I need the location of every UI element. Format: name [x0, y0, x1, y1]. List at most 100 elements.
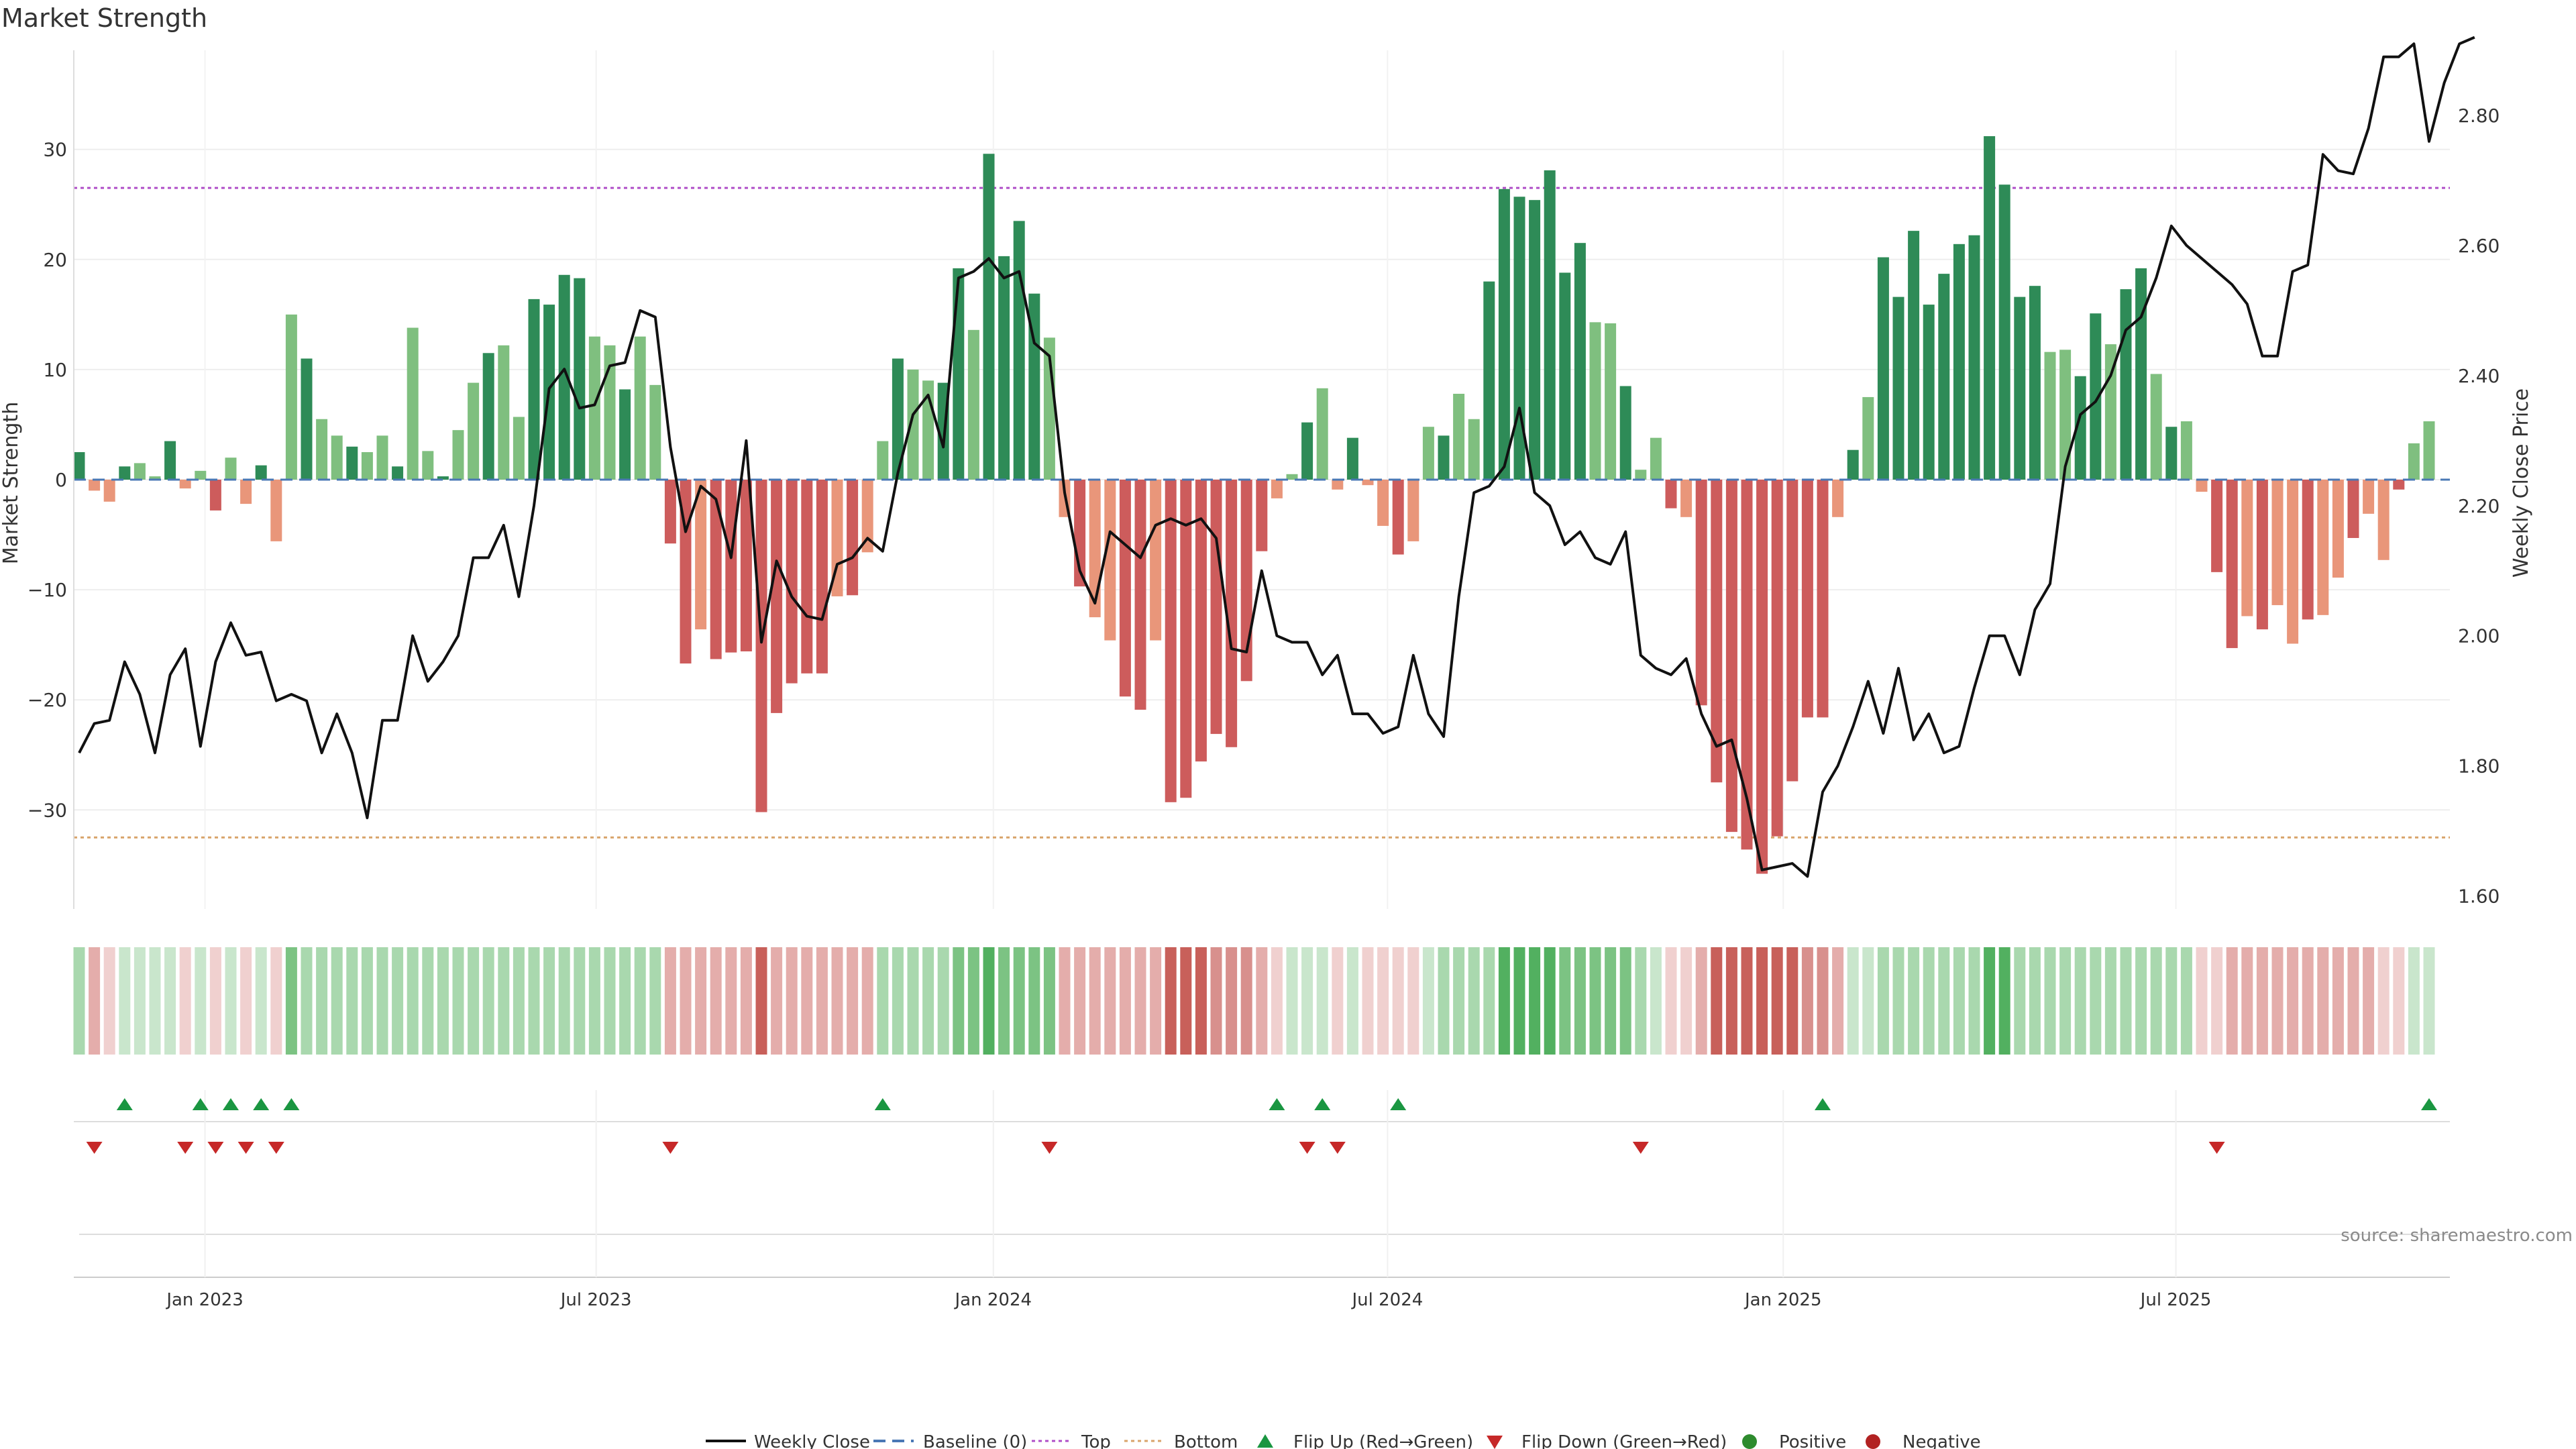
strength-bar	[1605, 323, 1617, 480]
flip-up-marker	[1815, 1098, 1831, 1110]
strength-bar	[1195, 480, 1207, 762]
heat-cell	[2165, 947, 2178, 1055]
heat-cell	[1771, 947, 1783, 1055]
heat-cell	[301, 947, 313, 1055]
heat-cell	[937, 947, 949, 1055]
y2-tick-label: 2.40	[2458, 365, 2500, 387]
heat-cell	[1256, 947, 1268, 1055]
strength-bar	[1362, 480, 1374, 486]
flip-down-marker	[177, 1142, 194, 1154]
chart-title: Market Strength	[1, 3, 207, 33]
heat-cell	[1695, 947, 1707, 1055]
strength-bar	[1680, 480, 1693, 517]
heat-cell	[786, 947, 798, 1055]
strength-bar	[392, 466, 404, 480]
strength-bar	[1862, 396, 1874, 480]
y-tick-label: 30	[43, 139, 67, 161]
heat-cell	[225, 947, 237, 1055]
flip-down-marker	[268, 1142, 284, 1154]
strength-bar	[1028, 293, 1040, 480]
strength-bar	[1180, 480, 1192, 798]
heat-cell	[604, 947, 616, 1055]
strength-bar	[649, 384, 661, 480]
strength-bars	[73, 136, 2435, 874]
y2-tick-label: 2.80	[2458, 105, 2500, 127]
heat-cell	[1998, 947, 2010, 1055]
heat-cell	[1498, 947, 1510, 1055]
strength-bar	[285, 314, 297, 480]
x-axis-ticks: Jan 2023 Jul 2023 Jan 2024 Jul 2024 Jan 2025…	[165, 1290, 2211, 1310]
heat-cell	[2423, 947, 2435, 1055]
strength-bar	[225, 458, 237, 480]
heat-cell	[1407, 947, 1419, 1055]
strength-bar	[2377, 480, 2390, 560]
strength-bar	[740, 480, 752, 651]
strength-bar	[953, 268, 965, 480]
heat-cell	[2044, 947, 2056, 1055]
heat-cell	[1619, 947, 1631, 1055]
y2-tick-label: 1.80	[2458, 755, 2500, 777]
strength-bar	[664, 480, 676, 544]
strength-bar	[1786, 480, 1799, 782]
flip-down-marker	[207, 1142, 224, 1154]
flip-up-marker	[192, 1098, 209, 1110]
strength-bar	[1650, 437, 1662, 480]
strength-bar	[1953, 244, 1965, 480]
heat-cell	[740, 947, 752, 1055]
x-tick-label: Jul 2024	[1350, 1290, 1423, 1310]
y2-tick-label: 2.20	[2458, 495, 2500, 517]
y2-tick-label: 2.00	[2458, 625, 2500, 647]
strength-bar	[1665, 480, 1677, 508]
heat-cell	[1650, 947, 1662, 1055]
strength-bar	[861, 480, 873, 553]
heat-cell	[2271, 947, 2284, 1055]
strength-bar	[1574, 243, 1586, 480]
legend-positive-label: Positive	[1779, 1432, 1846, 1449]
strength-bar	[998, 256, 1010, 480]
heat-cell	[2211, 947, 2223, 1055]
flip-up-marker	[223, 1098, 239, 1110]
flip-up-marker	[253, 1098, 270, 1110]
heat-cell	[1574, 947, 1586, 1055]
heat-cell	[1953, 947, 1965, 1055]
heat-cell	[1529, 947, 1541, 1055]
heat-cell	[574, 947, 586, 1055]
strength-bar	[437, 476, 449, 480]
y-tick-label: −10	[28, 579, 67, 601]
weekly-close-line	[78, 36, 2475, 878]
heat-cell	[1665, 947, 1677, 1055]
heat-cell	[452, 947, 464, 1055]
strength-bar	[2271, 480, 2284, 606]
y-axis-ticks: −30 −20 −10 0 10 20 30	[28, 139, 67, 822]
strength-bar	[1104, 480, 1116, 641]
flip-down-marker	[1632, 1142, 1649, 1154]
strength-bar	[1119, 480, 1131, 697]
heat-cell	[1119, 947, 1131, 1055]
strength-bar	[89, 480, 101, 491]
heat-cell	[1422, 947, 1434, 1055]
strength-bar	[2332, 480, 2344, 578]
heat-cell	[847, 947, 859, 1055]
heat-cell	[164, 947, 176, 1055]
heat-cell	[2090, 947, 2102, 1055]
strength-bar	[1392, 480, 1404, 555]
strength-bar	[2196, 480, 2208, 492]
strength-bar	[1089, 480, 1101, 618]
legend-positive-icon	[1742, 1434, 1757, 1449]
heat-cell	[1271, 947, 1283, 1055]
heat-cell	[816, 947, 828, 1055]
strength-bar	[2287, 480, 2299, 644]
heat-cell	[2059, 947, 2072, 1055]
y2-tick-label: 1.60	[2458, 885, 2500, 908]
strength-bar	[1210, 480, 1222, 735]
flip-up-marker	[1314, 1098, 1331, 1110]
x-tick-label: Jan 2025	[1743, 1290, 1822, 1310]
strength-bar	[361, 451, 373, 480]
heat-cell	[149, 947, 161, 1055]
strength-bar	[588, 336, 600, 480]
strength-bar	[1134, 480, 1146, 710]
strength-bar	[1483, 281, 1495, 480]
heat-cell	[892, 947, 904, 1055]
strength-bar	[1892, 297, 1904, 480]
